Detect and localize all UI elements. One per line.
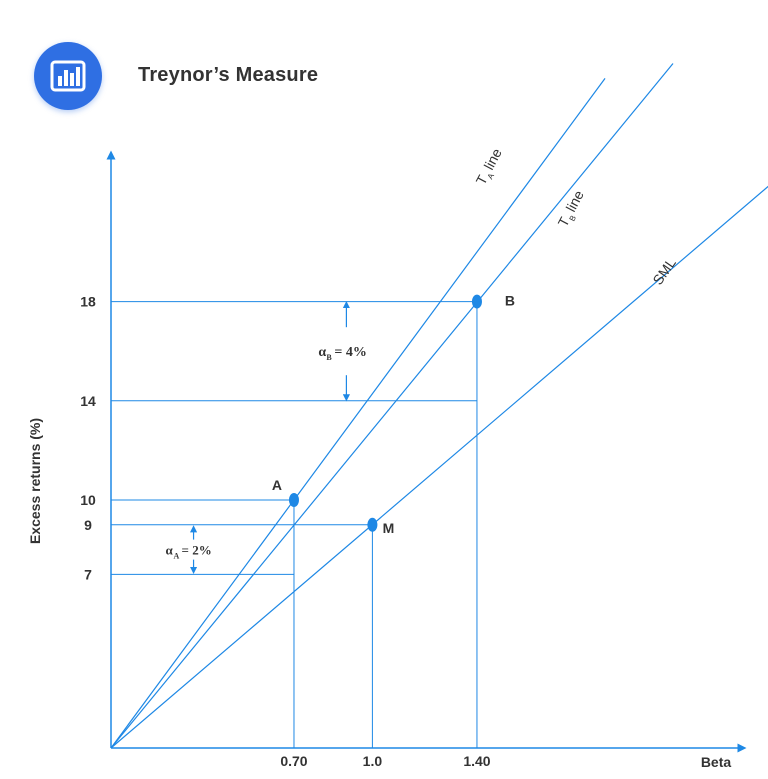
ta-line-label-sub: A [486, 171, 497, 181]
x-tick-label: 1.40 [463, 753, 490, 769]
alpha-label-value: = 4% [334, 345, 366, 360]
x-tick-label: 0.70 [280, 753, 307, 769]
alpha-label-main: α [166, 543, 174, 558]
alpha-label-sub: A [174, 552, 180, 561]
y-tick-label: 9 [84, 517, 92, 533]
point-label-a: A [272, 477, 282, 493]
sml-line-label: SML [649, 255, 679, 288]
point-a [288, 493, 299, 507]
tb-line-label-rest: line [563, 187, 587, 214]
alpha-label-main: α [318, 345, 326, 360]
bar-chart-icon [34, 42, 102, 110]
point-b [471, 294, 482, 309]
tb-line-label-sub: B [568, 214, 578, 223]
y-tick-label: 10 [80, 492, 96, 508]
y-tick-label: 18 [80, 294, 96, 310]
x-tick-label: 1.0 [363, 753, 383, 769]
tb-line [110, 63, 674, 749]
alpha-label-sub: B [326, 353, 332, 362]
sml-line-label-text: SML [649, 255, 679, 288]
ta-line-label-rest: line [481, 145, 505, 172]
ta-line [110, 78, 606, 749]
y-tick-label: 14 [80, 393, 96, 409]
point-label-m: M [383, 520, 395, 536]
alpha-label-value: = 2% [182, 543, 212, 558]
sml-line [110, 185, 768, 749]
point-label-b: B [505, 293, 515, 309]
x-axis-label: Beta [701, 754, 732, 770]
y-axis-label: Excess returns (%) [27, 418, 43, 544]
y-tick-label: 7 [84, 566, 92, 582]
point-m [367, 517, 378, 532]
page-title: Treynor’s Measure [138, 64, 319, 86]
